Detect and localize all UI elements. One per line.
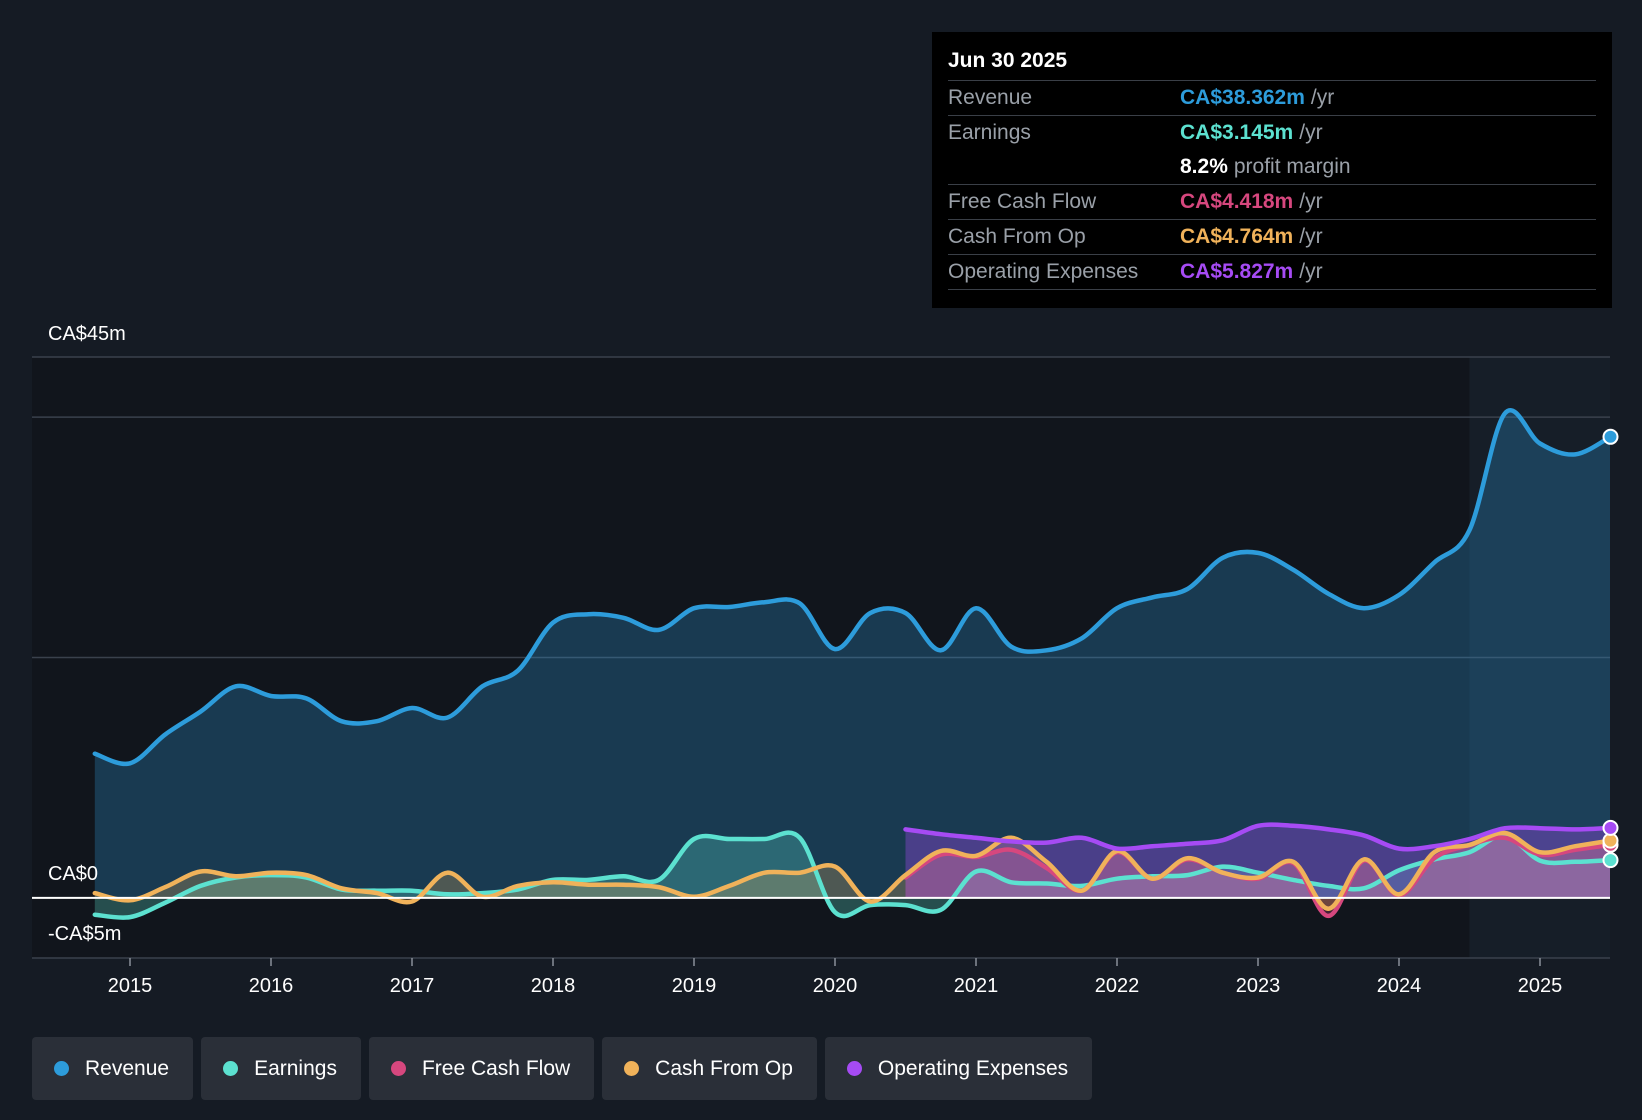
x-tick-label: 2019 [672, 975, 717, 997]
tooltip-unit: /yr [1299, 190, 1323, 213]
legend-item-free-cash-flow[interactable]: Free Cash Flow [368, 1037, 595, 1100]
tooltip-label: Operating Expenses [948, 260, 1139, 283]
x-tick-label: 2024 [1377, 975, 1422, 997]
x-tick-label: 2016 [249, 975, 294, 997]
legend-dot-icon [624, 1061, 640, 1076]
cash-from-op-line [92, 830, 1610, 911]
legend-item-revenue[interactable]: Revenue [32, 1037, 194, 1100]
legend-label: Earnings [254, 1056, 337, 1080]
operating-expenses-end-point [1602, 819, 1619, 836]
revenue-area [94, 410, 1610, 898]
x-tick-label: 2018 [531, 975, 576, 997]
cash-from-op-area [94, 832, 1610, 909]
legend-item-operating-expenses[interactable]: Operating Expenses [824, 1037, 1093, 1100]
tooltip-row-operating-expenses: Operating Expenses CA$5.827m /yr [948, 255, 1596, 290]
earnings-area [94, 832, 1610, 918]
y-label-bottom: -CA$5m [48, 923, 121, 945]
tooltip-value: CA$38.362m [1180, 86, 1305, 109]
x-tick-label: 2015 [108, 975, 153, 997]
tooltip-value: CA$4.418m [1180, 190, 1294, 213]
tooltip-label: Free Cash Flow [948, 190, 1097, 213]
tooltip-row-cash-from-op: Cash From Op CA$4.764m /yr [948, 220, 1596, 255]
y-label-top: CA$45m [48, 323, 126, 345]
legend-item-cash-from-op[interactable]: Cash From Op [602, 1037, 817, 1100]
x-tick-label: 2022 [1095, 975, 1140, 997]
tooltip-unit: /yr [1310, 86, 1335, 109]
tooltip-label-spacer [948, 150, 1180, 184]
x-axis-ticks: 2015 2016 2017 2018 2019 2020 2021 2022 2023 2024… [108, 958, 1563, 997]
legend-dot-icon [390, 1061, 406, 1076]
x-tick-label: 2021 [954, 975, 999, 997]
tooltip-value: CA$3.145m [1180, 121, 1294, 144]
legend-item-earnings[interactable]: Earnings [201, 1037, 361, 1100]
legend-label: Free Cash Flow [421, 1056, 571, 1080]
tooltip-panel: Jun 30 2025 Revenue CA$38.362m /yr Earni… [932, 32, 1612, 308]
legend: Revenue Earnings Free Cash Flow Cash Fro… [32, 1037, 1093, 1100]
legend-label: Cash From Op [655, 1056, 793, 1080]
tooltip-label: Cash From Op [948, 225, 1086, 248]
series-areas [94, 410, 1610, 918]
x-tick-label: 2025 [1518, 975, 1563, 997]
gridlines [32, 356, 1610, 959]
legend-dot-icon [54, 1061, 69, 1076]
revenue-line [92, 408, 1610, 767]
tooltip-row-free-cash-flow: Free Cash Flow CA$4.418m /yr [948, 185, 1596, 220]
tooltip-row-revenue: Revenue CA$38.362m /yr [948, 81, 1596, 116]
legend-label: Revenue [85, 1056, 170, 1080]
operating-expenses-area [905, 824, 1610, 898]
x-tick-label: 2023 [1236, 975, 1281, 997]
tooltip-label: Earnings [948, 121, 1031, 144]
earnings-end-point [1602, 852, 1619, 869]
tooltip-unit: /yr [1299, 260, 1323, 283]
tooltip-unit: /yr [1299, 121, 1323, 144]
y-label-zero: CA$0 [48, 863, 98, 885]
operating-expenses-line [903, 822, 1610, 852]
x-tick-label: 2020 [813, 975, 858, 997]
series-lines [92, 408, 1610, 920]
profit-margin-label: profit margin [1233, 155, 1351, 178]
tooltip-value: CA$4.764m [1180, 225, 1294, 248]
tooltip-date: Jun 30 2025 [948, 46, 1596, 81]
tooltip-label: Revenue [948, 86, 1033, 109]
tooltip-row-profit-margin: 8.2% profit margin [948, 150, 1596, 185]
tooltip-row-earnings: Earnings CA$3.145m /yr [948, 116, 1596, 150]
x-tick-label: 2017 [390, 975, 435, 997]
profit-margin-value: 8.2% [1180, 155, 1228, 178]
legend-dot-icon [223, 1061, 239, 1076]
revenue-end-point [1602, 428, 1619, 445]
legend-label: Operating Expenses [877, 1056, 1069, 1080]
legend-dot-icon [846, 1061, 862, 1076]
free-cash-flow-area [905, 837, 1610, 916]
end-dots [1602, 428, 1619, 869]
tooltip-value: CA$5.827m [1180, 260, 1294, 283]
tooltip-unit: /yr [1299, 225, 1323, 248]
